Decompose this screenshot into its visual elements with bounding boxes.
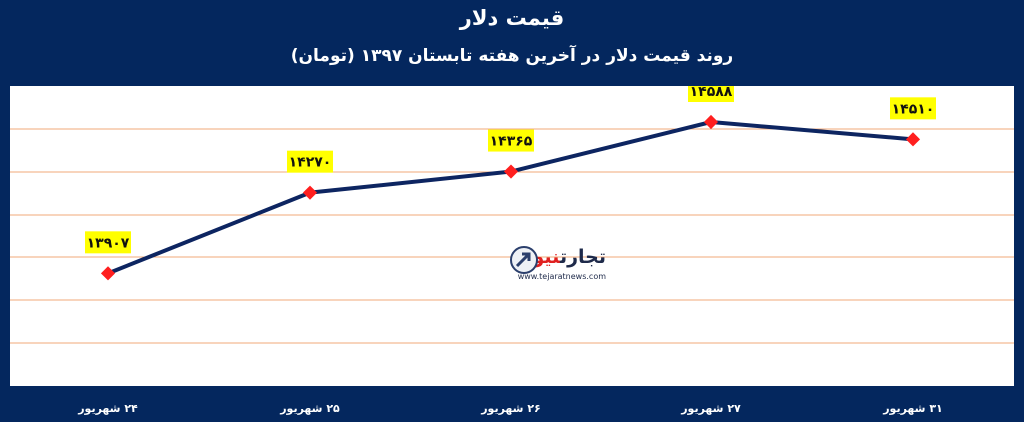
x-tick-label: ۲۴ شهریور	[78, 402, 138, 415]
x-tick-label: ۲۵ شهریور	[280, 402, 340, 415]
watermark-name-main: تجارت	[559, 246, 606, 268]
data-label: ۱۴۵۱۰	[892, 101, 935, 117]
watermark-url: www.tejaratnews.com	[517, 272, 606, 281]
data-point-marker	[503, 164, 519, 179]
line-chart: ۱۳۹۰۷ ۱۴۲۷۰ ۱۴۳۶۵ ۱۴۵۸۸ ۱۴۵۱۰	[10, 86, 1014, 344]
x-tick-label: ۲۷ شهریور	[681, 402, 741, 415]
data-label-background	[890, 97, 936, 120]
x-tick-label: ۲۶ شهریور	[481, 402, 541, 415]
data-label: ۱۴۳۶۵	[490, 134, 533, 150]
data-label: ۱۴۵۸۸	[690, 86, 733, 100]
data-label: ۱۴۲۷۰	[289, 155, 332, 171]
plot-area: ۱۳۹۰۷ ۱۴۲۷۰ ۱۴۳۶۵ ۱۴۵۸۸ ۱۴۵۱۰ تجارتنیوز www.…	[10, 86, 1014, 386]
data-label-background	[688, 86, 734, 102]
arrow-logo-icon	[510, 246, 538, 274]
data-point-marker	[905, 132, 921, 147]
data-label-background	[85, 231, 131, 254]
watermark-logo: تجارتنیوز www.tejaratnews.com	[510, 246, 640, 292]
data-point-marker	[302, 185, 318, 200]
chart-subtitle: روند قیمت دلار در آخرین هفته تابستان ۱۳۹…	[290, 46, 734, 66]
data-label-background	[287, 150, 333, 173]
data-point-marker	[703, 114, 719, 130]
chart-title: قیمت دلار	[459, 6, 565, 30]
data-label-background	[488, 129, 534, 152]
data-label: ۱۳۹۰۷	[87, 235, 130, 251]
data-point-marker	[100, 266, 116, 281]
x-tick-label: ۳۱ شهریور	[883, 402, 943, 415]
